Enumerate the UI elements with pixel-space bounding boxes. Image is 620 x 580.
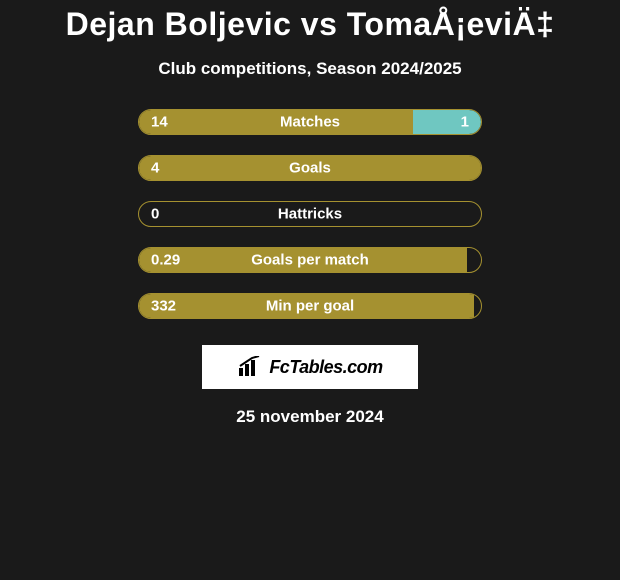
stat-value-left: 14 [151,114,168,131]
stat-value-left: 0 [151,206,159,223]
stat-bar-track: 332 Min per goal [138,293,482,319]
date-line: 25 november 2024 [236,407,383,427]
stat-label: Hattricks [278,206,342,223]
stat-bar-fill-left [139,110,413,134]
stat-label: Min per goal [266,298,354,315]
stat-rows: 14 1 Matches 4 Goals 0 Hattricks 0.29 Goals per … [138,109,482,339]
stat-row: 4 Goals [138,155,482,181]
stat-bar-track: 4 Goals [138,155,482,181]
stat-row: 0 Hattricks [138,201,482,227]
logo-inner: FcTables.com [237,356,382,378]
page-title: Dejan Boljevic vs TomaÅ¡eviÄ‡ [66,6,555,43]
logo-box[interactable]: FcTables.com [202,345,418,389]
stat-bar-fill-right [413,110,481,134]
stat-bar-track: 14 1 Matches [138,109,482,135]
bar-chart-icon [237,356,265,378]
stat-bar-track: 0 Hattricks [138,201,482,227]
stat-row: 0.29 Goals per match [138,247,482,273]
stat-row: 332 Min per goal [138,293,482,319]
comparison-container: Dejan Boljevic vs TomaÅ¡eviÄ‡ Club compe… [0,0,620,427]
subtitle: Club competitions, Season 2024/2025 [158,59,461,79]
stat-value-right: 1 [461,114,469,131]
stat-label: Matches [280,114,340,131]
stat-label: Goals per match [251,252,369,269]
stat-bar-track: 0.29 Goals per match [138,247,482,273]
stat-value-left: 0.29 [151,252,180,269]
stat-value-left: 332 [151,298,176,315]
logo-text: FcTables.com [269,357,382,378]
stat-value-left: 4 [151,160,159,177]
stat-row: 14 1 Matches [138,109,482,135]
stat-label: Goals [289,160,331,177]
